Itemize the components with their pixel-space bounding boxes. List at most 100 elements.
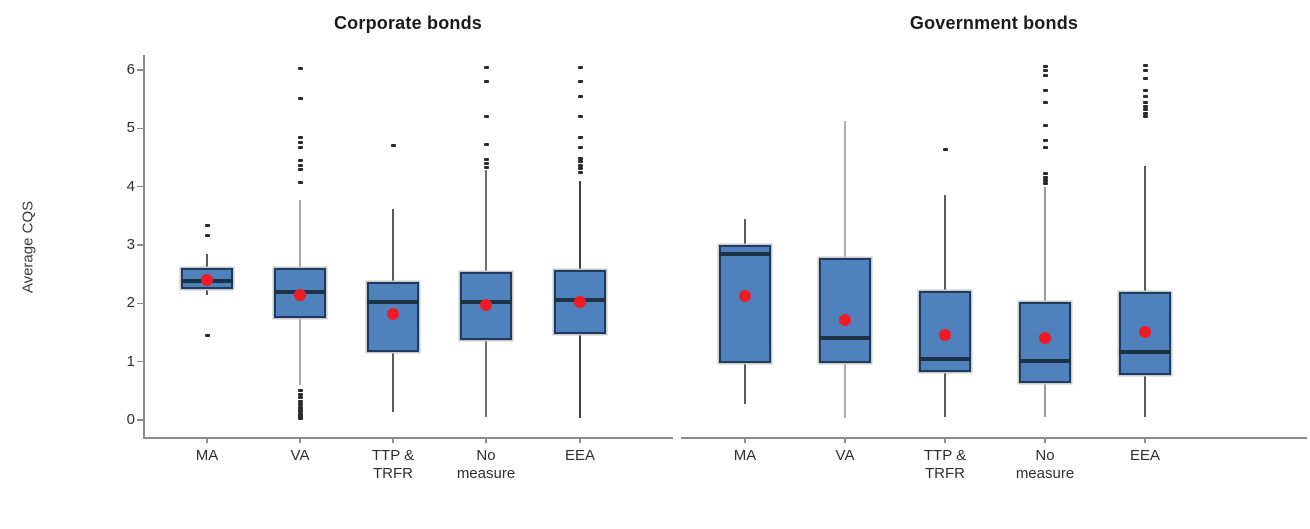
outlier-dot — [1142, 100, 1148, 104]
outlier-dot — [577, 160, 583, 164]
outlier-dot — [1142, 94, 1148, 98]
mean-dot — [839, 313, 851, 326]
x-axis-tick — [392, 437, 394, 443]
outlier-dot — [1142, 88, 1148, 92]
mean-dot — [1139, 325, 1151, 338]
outlier-dot — [1142, 77, 1148, 81]
outlier-dot — [1042, 172, 1048, 176]
outlier-dot — [1042, 138, 1048, 142]
outlier-dot — [483, 80, 489, 84]
x-axis-line — [143, 437, 673, 439]
outlier-dot — [297, 167, 303, 171]
whisker-line — [1043, 186, 1047, 418]
outlier-dot — [297, 141, 303, 145]
y-axis-tick-label: 6 — [126, 61, 135, 78]
outlier-dot — [297, 405, 303, 409]
outlier-dot — [1142, 104, 1148, 108]
outlier-dot — [1042, 179, 1048, 183]
outlier-dot — [1042, 175, 1048, 179]
median-line — [719, 251, 771, 256]
x-category-label: TTP & TRFR — [371, 447, 415, 482]
outlier-dot — [483, 143, 489, 147]
outlier-dot — [297, 180, 303, 184]
x-axis-tick — [579, 437, 581, 443]
outlier-dot — [297, 412, 303, 416]
mean-dot — [939, 329, 951, 342]
median-line — [1019, 358, 1071, 363]
median-line — [367, 300, 419, 305]
outlier-dot — [577, 170, 583, 174]
x-axis-tick — [485, 437, 487, 443]
y-axis-tick-label: 3 — [126, 236, 135, 253]
x-axis-tick — [844, 437, 846, 443]
mean-dot — [201, 274, 213, 286]
x-category-label: TTP & TRFR — [923, 447, 967, 482]
outlier-dot — [297, 164, 303, 168]
outlier-dot — [1042, 74, 1048, 78]
y-axis-tick — [137, 244, 143, 246]
x-category-label: No measure — [456, 447, 516, 482]
outlier-dot — [297, 96, 303, 100]
y-axis-tick-label: 0 — [126, 411, 135, 428]
outlier-dot — [577, 115, 583, 119]
y-axis-tick — [137, 419, 143, 421]
outlier-dot — [297, 396, 303, 400]
outlier-dot — [1142, 108, 1148, 112]
outlier-dot — [577, 65, 583, 69]
mean-dot — [294, 288, 306, 301]
outlier-dot — [942, 147, 948, 151]
outlier-dot — [297, 158, 303, 162]
outlier-dot — [1042, 145, 1048, 149]
mean-dot — [387, 308, 399, 321]
mean-dot — [739, 290, 751, 303]
outlier-dot — [1042, 68, 1048, 72]
outlier-dot — [483, 65, 489, 69]
outlier-dot — [483, 115, 489, 119]
outlier-dot — [297, 410, 303, 414]
mean-dot — [1039, 332, 1051, 345]
y-axis-tick-label: 1 — [126, 352, 135, 370]
outlier-dot — [297, 136, 303, 140]
y-axis-tick — [137, 127, 143, 130]
outlier-dot — [390, 144, 396, 148]
y-axis-tick-label: 5 — [126, 119, 135, 137]
x-axis-tick — [1044, 437, 1046, 443]
outlier-dot — [1042, 123, 1048, 127]
outlier-dot — [577, 95, 583, 99]
panel-title-government-bonds: Government bonds — [909, 13, 1079, 33]
outlier-dot — [577, 136, 583, 140]
x-axis-tick — [1144, 437, 1146, 443]
outlier-dot — [1142, 63, 1148, 67]
y-axis-tick — [137, 302, 143, 305]
x-axis-tick — [299, 437, 301, 443]
x-category-label: MA — [733, 447, 757, 464]
outlier-dot — [297, 389, 303, 393]
outlier-dot — [483, 161, 489, 165]
x-axis-tick — [744, 437, 746, 443]
x-category-label: EEA — [1129, 447, 1160, 464]
outlier-dot — [297, 408, 303, 411]
outlier-dot — [204, 233, 210, 237]
outlier-dot — [1042, 88, 1048, 92]
outlier-dot — [204, 333, 210, 337]
outlier-dot — [297, 417, 303, 421]
outlier-dot — [1142, 115, 1148, 119]
outlier-dot — [1042, 182, 1048, 186]
x-category-label: MA — [195, 447, 219, 464]
box-rect — [719, 245, 771, 364]
outlier-dot — [483, 165, 489, 169]
median-line — [819, 336, 871, 341]
y-axis-tick — [137, 185, 143, 188]
y-axis-title: Average CQS — [19, 200, 37, 294]
outlier-dot — [204, 224, 210, 228]
outlier-dot — [577, 156, 583, 160]
outlier-dot — [577, 145, 583, 149]
box-rect — [819, 257, 871, 364]
x-axis-line — [681, 437, 1307, 439]
outlier-dot — [577, 167, 583, 171]
outlier-dot — [297, 402, 303, 406]
x-category-label: No measure — [1015, 447, 1075, 482]
y-axis-tick-label: 4 — [126, 177, 135, 195]
outlier-dot — [297, 146, 303, 150]
x-axis-tick — [944, 437, 946, 443]
